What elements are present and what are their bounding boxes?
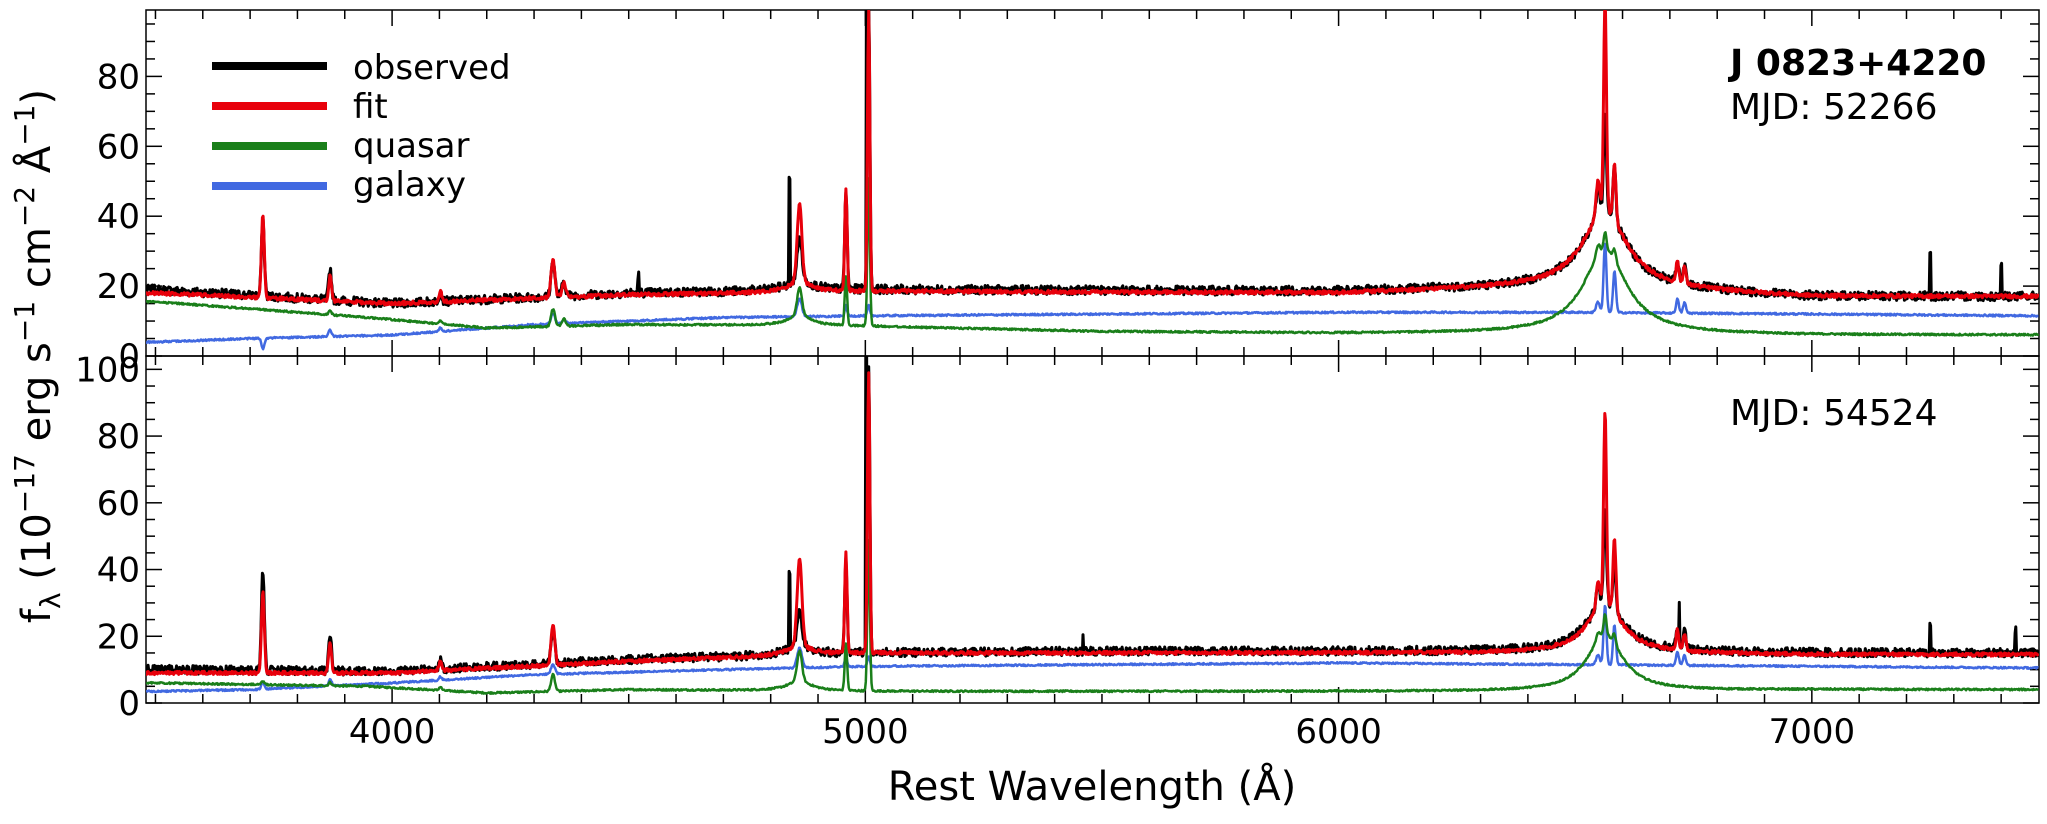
top-mjd-annotation: MJD: 52266 [1730,87,1938,128]
series-fit [146,10,2039,307]
y-axis-label: fλ (10−17 erg s−1 cm−2 Å−1) [8,89,67,623]
x-tick-label: 4000 [349,712,436,752]
object-name-annotation: J 0823+4220 [1727,43,1986,84]
legend-label-galaxy: galaxy [353,165,466,205]
y-label-mid3: Å [12,145,60,186]
y-tick-label: 0 [118,684,140,724]
y-tick-label: 60 [97,484,140,524]
x-tick-label: 6000 [1295,712,1382,752]
x-tick-label: 7000 [1769,712,1856,752]
y-label-end: ) [14,89,60,105]
bottom-series [146,356,2039,695]
legend-label-quasar: quasar [353,126,470,166]
y-label-mid2: cm [14,227,60,301]
x-tick-label: 5000 [822,712,909,752]
series-observed [146,356,2039,677]
y-tick-label: 40 [97,551,140,591]
bottom-ytick-labels: 0 20 40 60 80 100 [75,350,140,724]
y-tick-label: 20 [97,617,140,657]
y-label-exp1: −17 [8,454,41,513]
y-tick-label: 20 [97,267,140,307]
series-quasar [146,177,2039,337]
y-label-exp3: −2 [8,186,41,227]
bottom-panel: 0 20 40 60 80 100 4000 5000 6000 7000 MJD: 54524 [75,350,2040,752]
y-label-f: f [14,608,60,623]
bottom-ticks [146,356,2039,704]
y-tick-label: 80 [97,417,140,457]
y-label-units: (10 [14,513,60,592]
y-tick-label: 60 [97,127,140,167]
y-tick-label: 80 [97,57,140,97]
y-tick-label: 100 [75,350,140,390]
legend-label-fit: fit [353,87,388,127]
bottom-xtick-labels: 4000 5000 6000 7000 [349,712,1855,752]
bottom-mjd-annotation: MJD: 54524 [1730,393,1938,434]
top-series [146,10,2039,351]
y-label-exp4: −1 [8,105,41,146]
legend: observed fit quasar galaxy [212,48,511,205]
x-axis-label: Rest Wavelength (Å) [888,762,1296,810]
y-label-exp2: −1 [8,301,41,342]
series-fit [146,371,2039,677]
y-tick-label: 40 [97,197,140,237]
y-label-sub: λ [34,592,67,609]
top-ticks [146,10,2039,357]
legend-label-observed: observed [353,48,511,88]
series-quasar [146,538,2039,695]
y-label-mid1: erg s [14,342,60,454]
top-ytick-labels: 0 20 40 60 80 [97,57,140,377]
series-galaxy [146,604,2039,694]
top-panel: 0 20 40 60 80 observed fit quasar galaxy J 0… [97,9,2040,377]
y-tick-label: 0 [118,337,140,377]
bottom-axes-frame [145,355,2040,704]
series-galaxy [146,242,2039,351]
